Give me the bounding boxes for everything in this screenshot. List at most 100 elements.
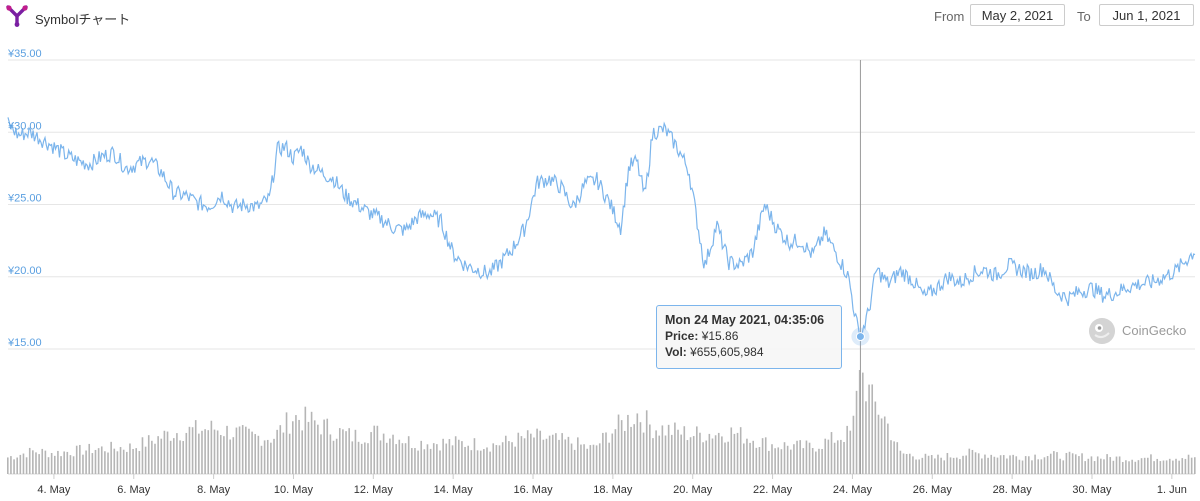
volume-bar xyxy=(849,430,852,474)
volume-bar xyxy=(25,457,28,474)
volume-bar xyxy=(796,440,798,474)
volume-bar xyxy=(32,450,34,474)
volume-bar xyxy=(163,430,166,474)
x-tick-label: 1. Jun xyxy=(1157,484,1187,496)
volume-bar xyxy=(154,443,156,474)
volume-bar xyxy=(633,424,635,474)
volume-bar xyxy=(1068,451,1071,474)
volume-bar xyxy=(19,454,22,474)
volume-bar xyxy=(946,452,949,474)
volume-bar xyxy=(789,449,792,474)
x-tick-label: 26. May xyxy=(913,484,953,496)
volume-bar xyxy=(551,434,554,474)
x-tick-label: 12. May xyxy=(354,484,394,496)
volume-bar xyxy=(182,441,184,474)
volume-bar xyxy=(1178,460,1180,474)
volume-bar xyxy=(1134,461,1137,474)
grid-lines xyxy=(8,59,1195,475)
volume-bar xyxy=(382,433,385,474)
volume-bar xyxy=(254,434,257,474)
volume-bar xyxy=(373,425,376,474)
volume-bar xyxy=(251,431,253,474)
volume-bar xyxy=(1159,461,1162,474)
volume-bar xyxy=(28,447,31,474)
volume-bar xyxy=(276,429,278,474)
volume-bar xyxy=(82,454,84,474)
volume-bar xyxy=(993,456,996,474)
volume-bar xyxy=(937,454,939,474)
volume-bar xyxy=(411,448,413,474)
volume-bar xyxy=(44,450,47,474)
volume-bar xyxy=(1128,461,1130,474)
volume-bar xyxy=(1049,453,1052,474)
volume-bar xyxy=(301,430,304,474)
volume-bar xyxy=(755,447,758,474)
volume-bar xyxy=(577,437,579,474)
volume-bar xyxy=(918,459,920,474)
tooltip-vol-value: ¥655,605,984 xyxy=(690,345,764,359)
volume-bar xyxy=(1059,458,1061,474)
volume-bar xyxy=(727,441,729,474)
volume-bar xyxy=(830,432,833,474)
volume-bar xyxy=(457,439,460,474)
volume-bar xyxy=(642,432,645,474)
volume-bar xyxy=(887,423,889,474)
volume-bar xyxy=(623,430,626,474)
volume-bar xyxy=(912,456,914,474)
volume-bar xyxy=(57,450,59,474)
volume-bar xyxy=(342,429,344,474)
volume-bar xyxy=(915,459,917,474)
volume-bar xyxy=(752,440,754,474)
volume-bar xyxy=(880,418,883,474)
from-date-input[interactable] xyxy=(970,4,1065,26)
x-axis: 4. May 6. May 8. May 10. May 12. May 14. May 1… xyxy=(37,474,1187,496)
volume-bar xyxy=(88,443,91,474)
volume-bar xyxy=(53,455,56,474)
volume-bar xyxy=(1015,456,1018,474)
volume-bar xyxy=(317,424,319,474)
volume-bar xyxy=(464,446,466,474)
x-tick-label: 18. May xyxy=(593,484,633,496)
volume-bar xyxy=(771,444,773,474)
volume-bar xyxy=(1021,460,1024,474)
volume-bar xyxy=(1012,454,1014,474)
volume-bar xyxy=(273,438,275,474)
volume-bar xyxy=(1024,456,1027,474)
volume-bar xyxy=(351,441,354,474)
volume-bar xyxy=(1028,456,1030,474)
volume-bar xyxy=(420,440,423,474)
volume-bar xyxy=(138,450,141,474)
volume-bar xyxy=(285,412,288,474)
volume-bar xyxy=(392,434,394,474)
volume-bar xyxy=(1081,453,1083,474)
volume-bar xyxy=(495,445,498,474)
volume-bar xyxy=(241,425,244,474)
volume-bar xyxy=(1087,458,1090,474)
volume-bar xyxy=(235,427,238,474)
volume-bar xyxy=(805,440,808,474)
volume-bar xyxy=(974,452,977,474)
volume-bar xyxy=(840,439,842,474)
volume-bar xyxy=(501,442,504,474)
volume-bar xyxy=(35,452,37,474)
volume-bar xyxy=(129,443,131,474)
volume-bar xyxy=(176,433,178,474)
volume-bar xyxy=(968,448,971,474)
volume-bar xyxy=(50,452,53,474)
volume-bar xyxy=(536,428,538,474)
volume-bar xyxy=(573,449,576,474)
volume-bar xyxy=(385,442,388,474)
volume-bar xyxy=(1006,458,1008,474)
coingecko-credit[interactable]: CoinGecko xyxy=(1089,318,1199,344)
to-date-input[interactable] xyxy=(1099,4,1194,26)
volume-bar xyxy=(743,443,745,474)
volume-bar xyxy=(595,445,598,474)
volume-bar xyxy=(38,454,40,474)
volume-bar xyxy=(545,438,548,474)
volume-bar xyxy=(41,448,44,474)
volume-bar xyxy=(664,435,667,474)
volume-bar xyxy=(1100,458,1102,474)
volume-bar xyxy=(313,420,316,474)
volume-bar xyxy=(871,384,874,474)
